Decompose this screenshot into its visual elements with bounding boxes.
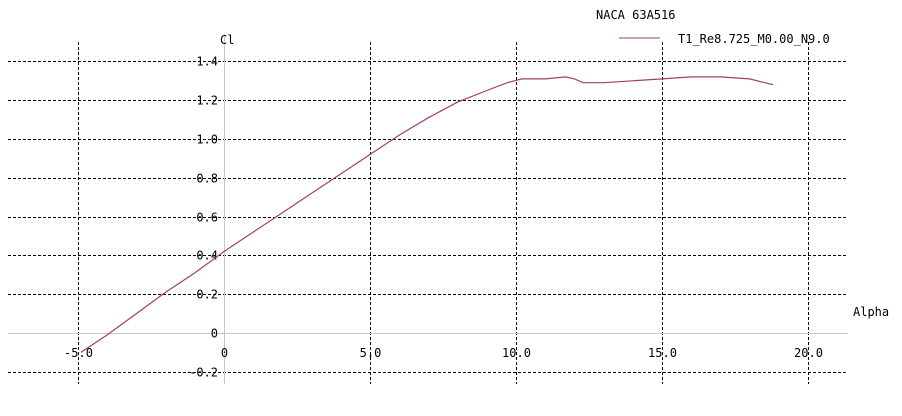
x-tick-label: -5.0 (64, 346, 93, 360)
y-tick-label: 0.2 (196, 288, 218, 302)
x-tick-label: 20.0 (794, 346, 823, 360)
y-tick-label: 0.4 (196, 249, 218, 263)
x-tick-label: 5.0 (360, 346, 382, 360)
chart-title: NACA 63A516 (596, 8, 675, 22)
y-tick-label: 1.0 (196, 133, 218, 147)
x-tick-label: 10.0 (502, 346, 531, 360)
x-tick-label: 15.0 (648, 346, 677, 360)
y-tick-label: -0.2 (189, 366, 218, 380)
y-tick-label: 0 (211, 327, 218, 341)
legend-label: T1_Re8.725_M0.00_N9.0 (678, 32, 830, 46)
series-line (80, 76, 774, 353)
y-tick-label: 1.4 (196, 55, 218, 69)
grid (8, 42, 848, 384)
tick-labels: -0.200.20.40.60.81.01.21.4-5.0 0 5.0 10.0 15… (64, 55, 823, 380)
y-tick-label: 1.2 (196, 94, 218, 108)
axes (8, 34, 848, 384)
y-tick-label: 0.8 (196, 172, 218, 186)
y-axis-label: Cl (220, 33, 234, 47)
x-tick-label: 0 (221, 346, 228, 360)
x-axis-label: Alpha (853, 305, 889, 319)
y-tick-label: 0.6 (196, 211, 218, 225)
series (80, 76, 774, 353)
